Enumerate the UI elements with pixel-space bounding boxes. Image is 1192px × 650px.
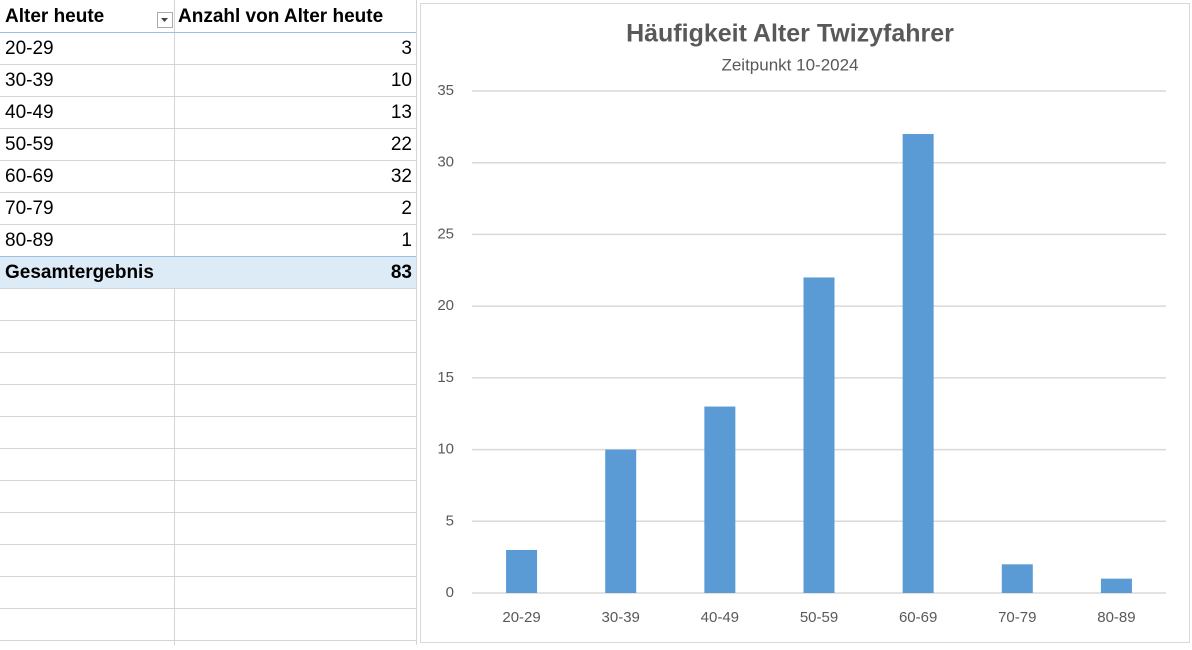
row-label: 60-69 [5, 166, 54, 187]
row-value: 13 [391, 102, 412, 123]
bar [506, 549, 538, 593]
total-row [0, 257, 416, 288]
y-tick-label: 0 [446, 584, 454, 601]
x-tick-label: 40-49 [701, 609, 739, 626]
row-value: 3 [401, 38, 412, 59]
row-label: 30-39 [5, 70, 54, 91]
y-tick-label: 35 [437, 82, 454, 99]
row-value: 2 [401, 198, 412, 219]
row-label: 20-29 [5, 38, 54, 59]
row-value: 32 [391, 166, 412, 187]
filter-arrow [161, 18, 168, 22]
total-value: 83 [391, 262, 412, 283]
header-cell: Anzahl von Alter heute [178, 6, 383, 27]
row-label: 70-79 [5, 198, 54, 219]
x-tick-label: 60-69 [899, 609, 937, 626]
header-cell: Alter heute [5, 6, 104, 27]
bar [1001, 564, 1033, 593]
x-tick-label: 30-39 [602, 609, 640, 626]
bar [1100, 578, 1132, 593]
x-tick-label: 80-89 [1097, 609, 1135, 626]
y-tick-label: 20 [437, 297, 454, 314]
x-tick-label: 70-79 [998, 609, 1036, 626]
total-label: Gesamtergebnis [5, 262, 154, 283]
y-tick-label: 25 [437, 225, 454, 242]
row-value: 10 [391, 70, 412, 91]
x-tick-label: 50-59 [800, 609, 838, 626]
row-value: 22 [391, 134, 412, 155]
bar [803, 277, 835, 593]
y-tick-label: 10 [437, 441, 454, 458]
chart-subtitle: Zeitpunkt 10-2024 [721, 55, 858, 74]
row-value: 1 [401, 230, 412, 251]
y-tick-label: 5 [446, 512, 454, 529]
row-label: 40-49 [5, 102, 54, 123]
row-label: 80-89 [5, 230, 54, 251]
y-tick-label: 15 [437, 369, 454, 386]
row-label: 50-59 [5, 134, 54, 155]
y-tick-label: 30 [437, 154, 454, 171]
x-tick-label: 20-29 [502, 609, 540, 626]
chart-title: Häufigkeit Alter Twizyfahrer [626, 20, 954, 48]
sheet-grid [0, 0, 417, 645]
bar [902, 134, 934, 593]
bar [704, 406, 736, 593]
bar [605, 449, 637, 593]
